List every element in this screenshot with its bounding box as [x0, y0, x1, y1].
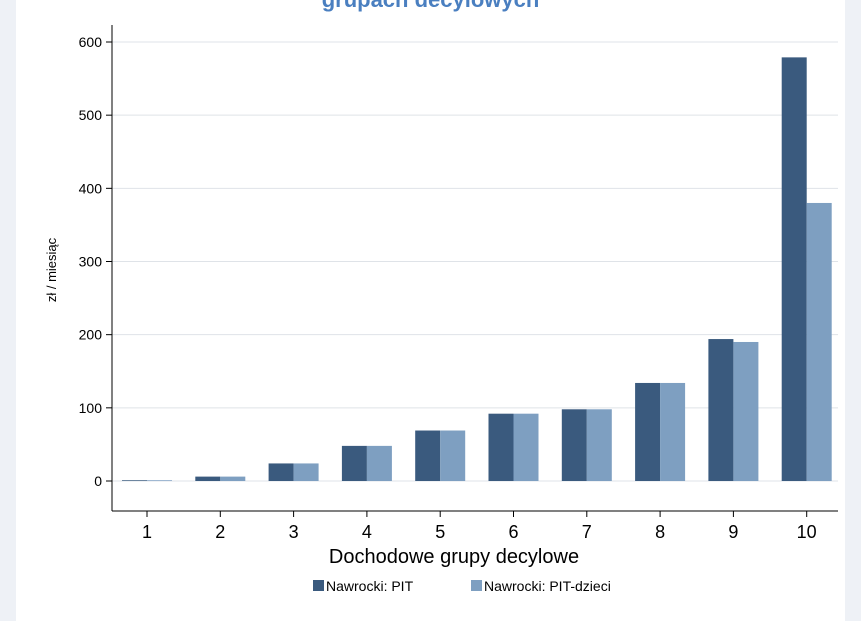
- y-tick-label: 600: [79, 34, 103, 50]
- bars: [122, 57, 832, 482]
- x-tick-label: 10: [797, 522, 817, 542]
- bar-pit-8: [635, 382, 661, 481]
- legend: Nawrocki: PIT Nawrocki: PIT-dzieci: [313, 578, 611, 594]
- bar-pit-dzieci-1: [147, 480, 172, 481]
- y-axis-title: zł / miesiąc: [44, 237, 59, 302]
- x-tick-label: 4: [362, 522, 372, 542]
- bar-pit-1: [122, 480, 147, 481]
- bar-pit-5: [415, 430, 441, 481]
- y-tick-label: 200: [79, 327, 103, 343]
- bar-pit-3: [268, 463, 294, 481]
- x-tick-label: 3: [289, 522, 299, 542]
- chart-title: grupach decylowych: [16, 0, 845, 13]
- legend-label: Nawrocki: PIT-dzieci: [484, 578, 611, 594]
- bar-pit-dzieci-9: [733, 341, 759, 481]
- bar-chart: 0 100 200 300 400 500 600 1 2 3 4 5 6 7 8 9 10 Dochodow…: [44, 25, 838, 594]
- x-tick-label: 5: [435, 522, 445, 542]
- legend-swatch: [313, 580, 324, 591]
- bar-pit-dzieci-4: [366, 445, 392, 481]
- x-tick-label: 7: [582, 522, 592, 542]
- x-tick-label: 6: [508, 522, 518, 542]
- bar-pit-2: [195, 476, 221, 481]
- x-axis-title: Dochodowe grupy decylowe: [329, 546, 579, 568]
- bar-pit-10: [781, 57, 807, 482]
- x-tick-label: 8: [655, 522, 665, 542]
- chart-frame: grupach decylowych 0 100 200 300 400 500 600 1…: [16, 0, 845, 621]
- x-tick-label: 9: [728, 522, 738, 542]
- bar-pit-dzieci-2: [220, 476, 246, 481]
- bar-pit-dzieci-6: [513, 413, 539, 481]
- bar-pit-4: [341, 445, 367, 481]
- bar-pit-6: [488, 413, 514, 481]
- bar-pit-7: [561, 409, 587, 481]
- legend-label: Nawrocki: PIT: [326, 578, 414, 594]
- y-tick-label: 400: [79, 180, 103, 196]
- bar-pit-9: [708, 339, 734, 481]
- y-axis: 0 100 200 300 400 500 600: [79, 25, 113, 511]
- legend-swatch: [471, 580, 482, 591]
- y-tick-label: 300: [79, 254, 103, 270]
- bar-pit-dzieci-5: [440, 430, 466, 481]
- y-tick-label: 100: [79, 400, 103, 416]
- x-axis: 1 2 3 4 5 6 7 8 9 10: [112, 510, 838, 542]
- bar-pit-dzieci-3: [293, 463, 319, 481]
- bar-pit-dzieci-8: [660, 382, 686, 481]
- bar-pit-dzieci-7: [586, 409, 612, 481]
- x-tick-label: 2: [215, 522, 225, 542]
- x-tick-label: 1: [142, 522, 152, 542]
- bar-pit-dzieci-10: [806, 202, 832, 481]
- y-tick-label: 500: [79, 107, 103, 123]
- y-tick-label: 0: [94, 473, 102, 489]
